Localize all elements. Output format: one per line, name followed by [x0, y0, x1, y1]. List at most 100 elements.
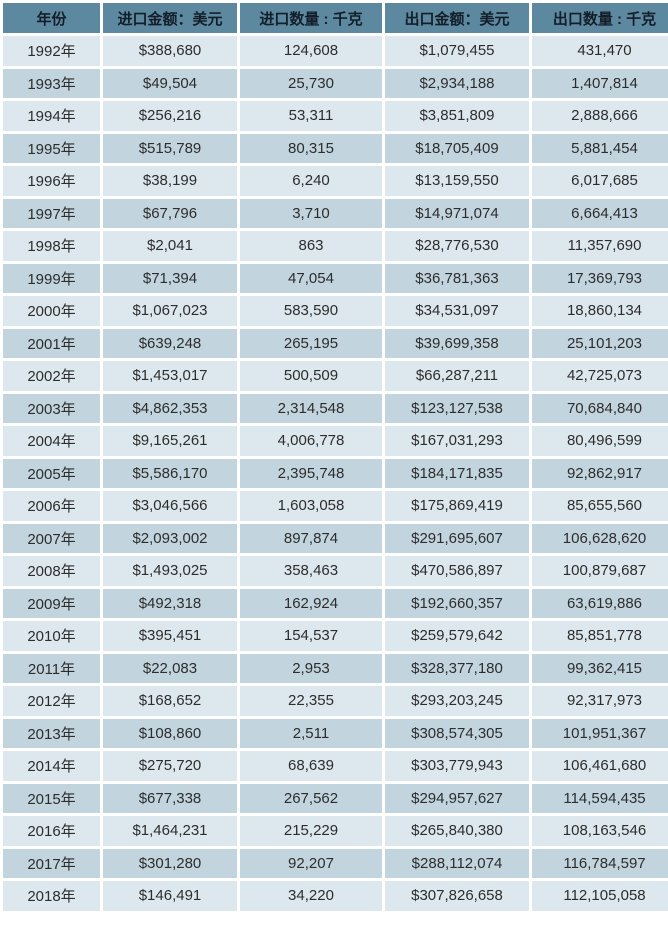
cell-import-amount: $1,493,025 [103, 556, 237, 586]
cell-year: 2001年 [3, 328, 100, 358]
cell-import-amount: $395,451 [103, 621, 237, 651]
cell-import-amount: $256,216 [103, 101, 237, 131]
cell-export-amount: $259,579,642 [385, 621, 529, 651]
cell-export-quantity: 63,619,886 [532, 588, 668, 618]
cell-export-amount: $34,531,097 [385, 296, 529, 326]
cell-year: 2000年 [3, 296, 100, 326]
cell-export-quantity: 112,105,058 [532, 881, 668, 911]
table-row: 2002年 $1,453,017 500,509 $66,287,211 42,725,… [3, 361, 668, 391]
cell-import-quantity: 358,463 [240, 556, 382, 586]
cell-export-quantity: 2,888,666 [532, 101, 668, 131]
cell-year: 1995年 [3, 133, 100, 163]
cell-import-amount: $301,280 [103, 848, 237, 878]
cell-export-amount: $175,869,419 [385, 491, 529, 521]
cell-export-quantity: 6,664,413 [532, 198, 668, 228]
cell-import-quantity: 2,511 [240, 718, 382, 748]
cell-export-amount: $66,287,211 [385, 361, 529, 391]
cell-year: 1993年 [3, 68, 100, 98]
cell-import-amount: $22,083 [103, 653, 237, 683]
cell-export-quantity: 106,628,620 [532, 523, 668, 553]
cell-export-quantity: 99,362,415 [532, 653, 668, 683]
cell-export-amount: $1,079,455 [385, 36, 529, 66]
cell-export-amount: $470,586,897 [385, 556, 529, 586]
cell-import-amount: $1,464,231 [103, 816, 237, 846]
cell-year: 2016年 [3, 816, 100, 846]
table-row: 2017年 $301,280 92,207 $288,112,074 116,784,5… [3, 848, 668, 878]
cell-export-quantity: 431,470 [532, 36, 668, 66]
cell-export-quantity: 25,101,203 [532, 328, 668, 358]
cell-export-amount: $28,776,530 [385, 231, 529, 261]
cell-import-amount: $38,199 [103, 166, 237, 196]
cell-year: 2004年 [3, 426, 100, 456]
table-row: 1998年 $2,041 863 $28,776,530 11,357,690 [3, 231, 668, 261]
cell-export-quantity: 1,407,814 [532, 68, 668, 98]
cell-import-amount: $515,789 [103, 133, 237, 163]
cell-import-amount: $67,796 [103, 198, 237, 228]
cell-year: 1999年 [3, 263, 100, 293]
cell-import-quantity: 22,355 [240, 686, 382, 716]
cell-export-amount: $14,971,074 [385, 198, 529, 228]
cell-import-quantity: 53,311 [240, 101, 382, 131]
table-row: 2010年 $395,451 154,537 $259,579,642 85,851,7… [3, 621, 668, 651]
cell-year: 2017年 [3, 848, 100, 878]
table-row: 2009年 $492,318 162,924 $192,660,357 63,619,8… [3, 588, 668, 618]
cell-year: 2011年 [3, 653, 100, 683]
cell-year: 1996年 [3, 166, 100, 196]
table-row: 1992年 $388,680 124,608 $1,079,455 431,470 [3, 36, 668, 66]
cell-export-amount: $265,840,380 [385, 816, 529, 846]
cell-export-amount: $167,031,293 [385, 426, 529, 456]
cell-year: 2012年 [3, 686, 100, 716]
cell-import-quantity: 80,315 [240, 133, 382, 163]
table-row: 1994年 $256,216 53,311 $3,851,809 2,888,666 [3, 101, 668, 131]
cell-export-quantity: 114,594,435 [532, 783, 668, 813]
cell-import-quantity: 2,953 [240, 653, 382, 683]
cell-import-quantity: 897,874 [240, 523, 382, 553]
cell-export-quantity: 85,851,778 [532, 621, 668, 651]
cell-import-amount: $9,165,261 [103, 426, 237, 456]
cell-year: 2014年 [3, 751, 100, 781]
cell-import-quantity: 4,006,778 [240, 426, 382, 456]
cell-import-amount: $3,046,566 [103, 491, 237, 521]
table-row: 1993年 $49,504 25,730 $2,934,188 1,407,814 [3, 68, 668, 98]
cell-year: 2015年 [3, 783, 100, 813]
cell-year: 2003年 [3, 393, 100, 423]
cell-import-amount: $5,586,170 [103, 458, 237, 488]
cell-export-quantity: 5,881,454 [532, 133, 668, 163]
cell-import-amount: $4,862,353 [103, 393, 237, 423]
cell-export-amount: $293,203,245 [385, 686, 529, 716]
cell-import-amount: $146,491 [103, 881, 237, 911]
cell-export-amount: $303,779,943 [385, 751, 529, 781]
cell-export-quantity: 100,879,687 [532, 556, 668, 586]
cell-import-quantity: 2,314,548 [240, 393, 382, 423]
cell-import-amount: $2,093,002 [103, 523, 237, 553]
cell-year: 2018年 [3, 881, 100, 911]
table-row: 2006年 $3,046,566 1,603,058 $175,869,419 85,6… [3, 491, 668, 521]
cell-export-quantity: 6,017,685 [532, 166, 668, 196]
column-header-import-amount: 进口金额：美元 [103, 3, 237, 33]
cell-year: 1994年 [3, 101, 100, 131]
cell-import-quantity: 265,195 [240, 328, 382, 358]
cell-export-amount: $184,171,835 [385, 458, 529, 488]
cell-import-amount: $2,041 [103, 231, 237, 261]
cell-import-amount: $49,504 [103, 68, 237, 98]
cell-import-amount: $168,652 [103, 686, 237, 716]
table-row: 1996年 $38,199 6,240 $13,159,550 6,017,685 [3, 166, 668, 196]
cell-export-amount: $36,781,363 [385, 263, 529, 293]
table-row: 1995年 $515,789 80,315 $18,705,409 5,881,454 [3, 133, 668, 163]
cell-year: 2007年 [3, 523, 100, 553]
cell-export-amount: $291,695,607 [385, 523, 529, 553]
table-row: 2011年 $22,083 2,953 $328,377,180 99,362,415 [3, 653, 668, 683]
cell-import-amount: $1,067,023 [103, 296, 237, 326]
cell-import-amount: $275,720 [103, 751, 237, 781]
cell-import-amount: $108,860 [103, 718, 237, 748]
table-row: 2013年 $108,860 2,511 $308,574,305 101,951,36… [3, 718, 668, 748]
header-row: 年份 进口金额：美元 进口数量 : 千克 出口金额：美元 出口数量 : 千克 [3, 3, 668, 33]
table-row: 2004年 $9,165,261 4,006,778 $167,031,293 80,4… [3, 426, 668, 456]
cell-import-quantity: 6,240 [240, 166, 382, 196]
cell-import-quantity: 215,229 [240, 816, 382, 846]
cell-export-quantity: 116,784,597 [532, 848, 668, 878]
cell-export-amount: $123,127,538 [385, 393, 529, 423]
cell-export-amount: $307,826,658 [385, 881, 529, 911]
cell-export-amount: $192,660,357 [385, 588, 529, 618]
